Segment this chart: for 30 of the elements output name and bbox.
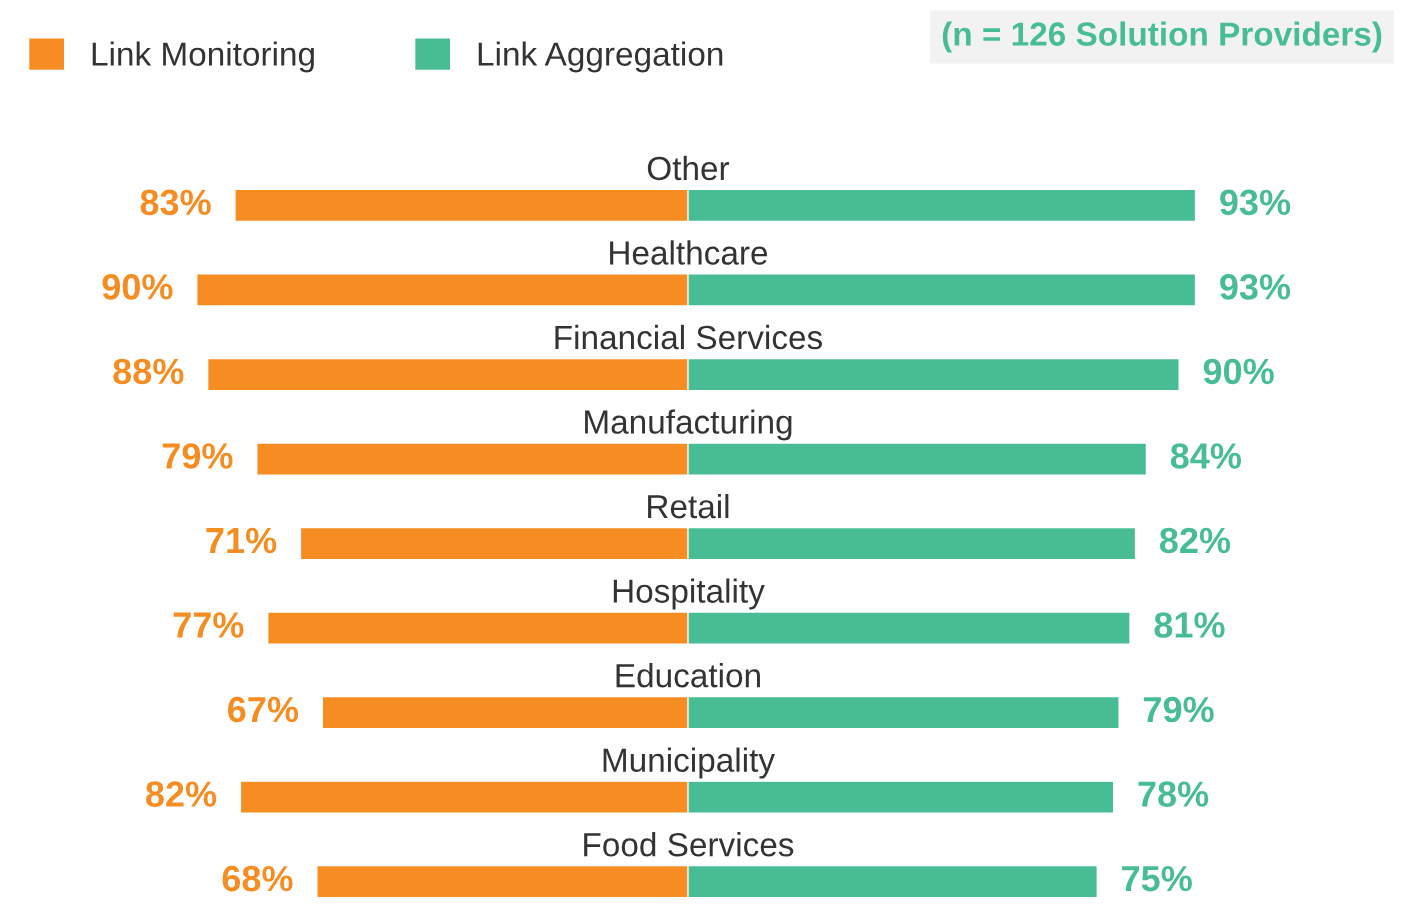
data-label: 90%: [1203, 358, 1274, 385]
data-label: 81%: [1154, 612, 1225, 638]
data-label: 79%: [162, 443, 233, 469]
data-label: 83%: [140, 189, 211, 216]
legend-label: Link Monitoring: [92, 41, 314, 73]
y-tick-label: Municipality: [603, 747, 775, 779]
data-label: 82%: [146, 781, 217, 807]
text: (n = 126 Solution Providers): [942, 21, 1382, 53]
data-label: 67%: [228, 696, 299, 723]
data-label: 93%: [1220, 189, 1291, 216]
y-tick-label: Retail: [648, 493, 729, 519]
data-label: 82%: [1159, 527, 1231, 554]
data-label: 90%: [102, 274, 173, 300]
data-label: 77%: [173, 612, 244, 638]
y-tick-label: Hospitality: [613, 578, 765, 610]
y-tick-label: Manufacturing: [585, 409, 792, 441]
data-label: 71%: [206, 527, 277, 554]
data-label: 75%: [1122, 865, 1192, 892]
y-tick-label: Education: [616, 662, 760, 688]
data-label: 78%: [1138, 781, 1209, 807]
y-tick-label: Healthcare: [610, 240, 768, 265]
y-tick-label: Financial Services: [555, 324, 822, 350]
y-tick-label: Food Services: [584, 832, 794, 857]
legend-label: Link Aggregation: [478, 41, 723, 73]
data-label: 68%: [222, 865, 293, 892]
data-label: 93%: [1220, 274, 1291, 300]
data-label: 88%: [113, 358, 184, 385]
data-label: 84%: [1170, 443, 1242, 469]
data-label: 79%: [1143, 696, 1214, 723]
y-tick-label: Other: [647, 155, 730, 181]
